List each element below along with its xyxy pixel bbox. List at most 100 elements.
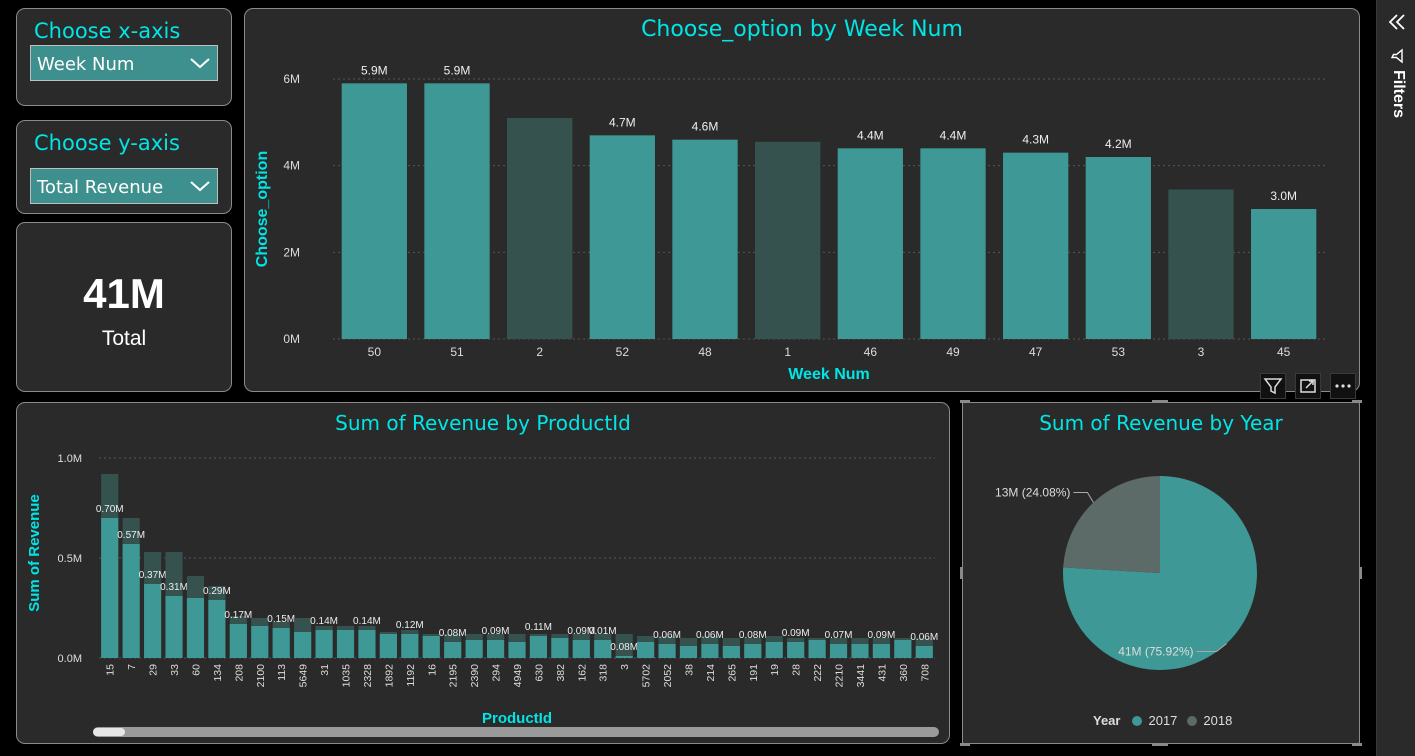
x-tick-label: 46 [864,345,878,359]
leader-line [1073,491,1094,503]
x-tick-label: 48 [698,345,712,359]
x-tick-label: 38 [683,664,695,676]
data-label: 0.37M [139,570,167,581]
data-label: 0.14M [310,616,338,627]
x-tick-label: 52 [616,345,630,359]
x-axis-dropdown[interactable]: Week Num [30,45,218,81]
data-label: 0.17M [224,610,252,621]
bar [808,640,826,658]
x-tick-label: 45 [1277,345,1291,359]
data-label: 0.09M [782,628,810,639]
bar [507,118,573,339]
bar [672,139,738,339]
data-label: 0.57M [117,530,145,541]
y-tick-label: 2M [283,245,300,259]
bar [701,644,719,658]
x-tick-label: 382 [555,664,567,682]
x-tick-label: 15 [105,664,117,676]
x-tick-label: 33 [169,664,181,676]
bar [894,640,912,658]
x-tick-label: 2328 [362,664,374,688]
y-tick-label: 0.0M [58,653,82,665]
x-tick-label: 191 [748,664,760,682]
horizontal-scrollbar[interactable] [93,727,939,737]
week-chart-title: Choose_option by Week Num [641,17,963,42]
bar [679,646,698,658]
resize-handle[interactable] [1152,743,1168,746]
resize-handle[interactable] [1352,743,1362,746]
data-label: 0.14M [353,616,381,627]
bar [837,148,903,339]
x-tick-label: 162 [576,664,588,682]
bar [589,135,655,339]
bar [229,624,247,658]
bar [872,644,890,658]
y-axis-slicer-title: Choose y-axis [34,131,180,155]
bar-total [615,634,633,658]
kpi-label: Total [101,327,147,350]
resize-handle[interactable] [1152,400,1168,403]
data-label: 0.29M [203,586,231,597]
x-axis-slicer-title: Choose x-axis [34,19,181,43]
x-tick-label: 49 [946,345,960,359]
bar [765,642,783,658]
focus-mode-icon[interactable] [1295,373,1321,399]
bar [424,83,490,339]
data-label: 0.08M [739,630,767,641]
x-tick-label: 222 [812,664,824,682]
bar [336,630,355,658]
double-chevron-left-icon[interactable] [1387,12,1407,32]
resize-handle[interactable] [960,743,970,746]
data-label: 0.31M [160,582,188,593]
more-options-icon[interactable] [1330,373,1356,399]
pie-slice [1063,476,1160,573]
data-label: 4.2M [1105,137,1132,151]
x-tick-label: 2 [536,345,543,359]
scrollbar-thumb[interactable] [93,728,125,736]
data-label: 4.4M [940,128,967,142]
x-axis-dropdown-value: Week Num [37,54,135,75]
resize-handle[interactable] [1359,567,1362,579]
data-label: 41M (75.92%) [1118,645,1193,659]
bar [272,628,290,658]
y-tick-label: 1.0M [58,453,82,465]
bar [165,596,183,658]
x-tick-label: 16 [426,664,438,676]
week-chart-card[interactable]: Choose_option by Week Num 0M 2M 4M 6M 50 5.9M… [244,8,1360,392]
year-chart-card[interactable]: Sum of Revenue by Year 41M (75.92%) 13M (… [960,400,1362,746]
x-tick-label: 360 [898,664,910,682]
data-label: 0.11M [525,622,552,633]
bar [829,644,848,658]
year-chart-title: Sum of Revenue by Year [1039,411,1283,435]
resize-handle[interactable] [960,567,963,579]
data-label: 5.9M [361,63,388,77]
x-tick-label: 2195 [448,664,460,688]
x-tick-label: 1192 [405,664,417,687]
y-axis-dropdown[interactable]: Total Revenue [30,168,218,204]
bar [787,642,805,658]
product-chart-card[interactable]: Sum of Revenue by ProductId 0.0M 0.5M 1.0M… [16,402,950,744]
data-label: 0.09M [868,630,896,641]
x-tick-label: 3 [1198,345,1205,359]
y-tick-label: 0.5M [58,553,82,565]
chevron-down-icon [190,181,210,192]
x-tick-label: 294 [491,664,503,682]
x-tick-label: 60 [190,664,202,676]
legend-dot-2017 [1132,715,1143,726]
x-tick-label: 1035 [341,664,353,688]
bar [101,518,119,658]
data-label: 0.09M [482,626,510,637]
bar [465,640,483,658]
filter-icon[interactable] [1260,373,1286,399]
x-tick-label: 31 [319,664,331,676]
filters-label[interactable]: Filters [1390,70,1407,119]
resize-handle[interactable] [1352,400,1362,403]
resize-handle[interactable] [960,400,970,403]
bar [144,584,162,658]
data-label: 0.07M [825,630,853,641]
data-label: 0.01M [589,626,617,637]
y-axis-title: Sum of Revenue [26,494,43,612]
x-tick-label: 134 [212,664,224,682]
bar [755,141,821,339]
data-label: 4.6M [692,120,719,134]
